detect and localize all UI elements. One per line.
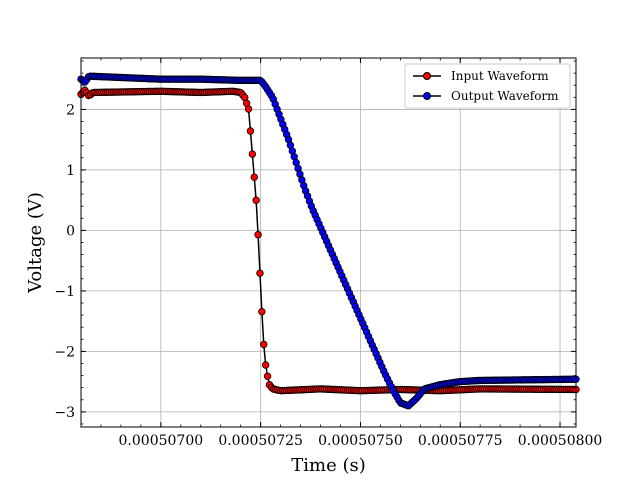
y-tick-label: −3: [54, 405, 75, 421]
data-point: [260, 340, 268, 349]
y-tick-label: −2: [54, 344, 75, 360]
data-point: [250, 173, 258, 181]
data-point: [252, 196, 260, 204]
ticks: 0.00050700 0.00050725 0.00050750 0.00050775…: [54, 58, 602, 449]
data-point: [256, 269, 264, 277]
data-point: [248, 150, 257, 158]
data-point: [261, 361, 270, 369]
legend-marker-input: [423, 72, 431, 80]
data-point: [254, 231, 262, 239]
legend-marker-output: [423, 92, 431, 100]
legend-label-output: Output Waveform: [451, 89, 559, 103]
series-input: [77, 86, 580, 395]
series-output: [77, 72, 580, 410]
data-point: [246, 127, 255, 135]
legend-box: [404, 63, 571, 109]
x-tick-label: 0.00050750: [318, 433, 403, 449]
legend-label-input: Input Waveform: [451, 69, 549, 83]
x-tick-label: 0.00050725: [218, 433, 303, 449]
y-tick-label: 0: [66, 223, 75, 239]
x-tick-label: 0.00050775: [418, 433, 503, 449]
y-tick-label: 1: [66, 163, 75, 179]
y-axis-label: Voltage (V): [25, 192, 46, 294]
x-axis-label: Time (s): [291, 455, 366, 476]
data-point: [244, 105, 253, 113]
y-tick-label: 2: [66, 102, 75, 118]
legend: Input Waveform Output Waveform: [404, 63, 571, 109]
x-tick-label: 0.00050800: [518, 433, 603, 449]
y-tick-label: −1: [54, 284, 75, 300]
data-point: [258, 307, 266, 316]
grid: [81, 58, 576, 427]
series-layer: [77, 72, 580, 410]
data-point: [263, 372, 272, 380]
x-tick-label: 0.00050700: [119, 433, 204, 449]
